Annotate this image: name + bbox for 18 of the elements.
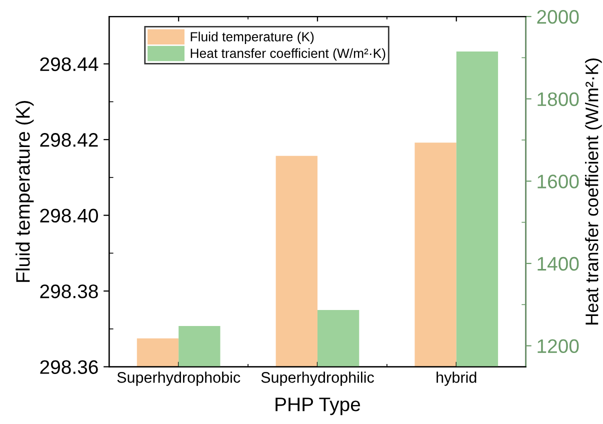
y2-tick-label: 1400 bbox=[538, 256, 579, 271]
legend-label: Heat transfer coefficient (W/m²·K) bbox=[190, 48, 386, 61]
y2-tick-label: 2000 bbox=[537, 10, 579, 24]
y2-tick-label: 1600 bbox=[538, 174, 579, 188]
y2-tick-label: 1200 bbox=[538, 339, 579, 354]
legend-label: Fluid temperature (K) bbox=[190, 32, 314, 44]
y-tick-label: 298.44 bbox=[40, 57, 98, 72]
y-tick-label: 298.42 bbox=[40, 133, 98, 147]
y-axis-title: Fluid temperature (K) bbox=[16, 100, 34, 282]
y2-axis-title: Heat transfer coefficient (W/m²·K) bbox=[585, 58, 602, 324]
x-tick-label: hybrid bbox=[436, 372, 476, 386]
y-tick-label: 298.36 bbox=[40, 360, 98, 374]
x-tick-label: Superhydrophobic bbox=[117, 372, 240, 386]
y-tick-label: 298.40 bbox=[40, 208, 98, 223]
y2-tick-label: 1800 bbox=[538, 92, 579, 106]
y-tick-label: 298.38 bbox=[40, 284, 98, 298]
x-tick-label: Superhydrophilic bbox=[261, 372, 374, 386]
x-axis-title: PHP Type bbox=[276, 398, 360, 416]
